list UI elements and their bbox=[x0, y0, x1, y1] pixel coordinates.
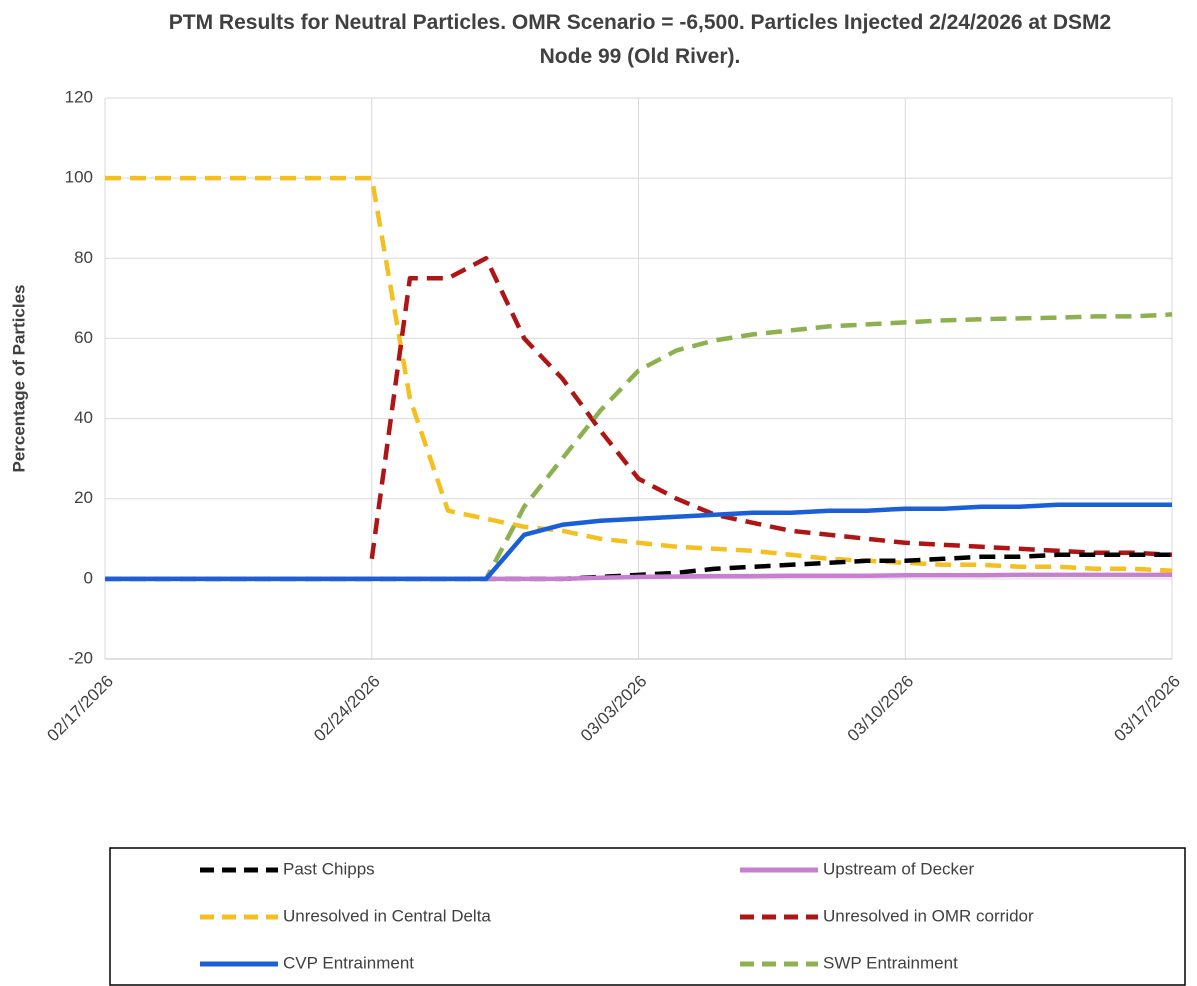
series-line bbox=[105, 175, 1173, 574]
x-tick-label: 02/17/2026 bbox=[43, 672, 117, 746]
x-tick-label: 02/24/2026 bbox=[310, 672, 384, 746]
series-line bbox=[105, 502, 1172, 582]
y-tick-label: 20 bbox=[74, 488, 93, 507]
y-tick-label: 120 bbox=[65, 87, 93, 106]
y-tick-label: 80 bbox=[74, 248, 93, 267]
legend-box bbox=[109, 847, 1186, 986]
legend-label: Past Chipps bbox=[283, 859, 375, 878]
y-tick-label: 60 bbox=[74, 328, 93, 347]
legend-label: SWP Entrainment bbox=[823, 953, 958, 972]
legend-label: Unresolved in Central Delta bbox=[283, 906, 491, 925]
legend-label: Unresolved in OMR corridor bbox=[823, 906, 1034, 925]
chart-title: PTM Results for Neutral Particles. OMR S… bbox=[168, 11, 1112, 68]
legend-label: CVP Entrainment bbox=[283, 953, 414, 972]
y-tick-label: 100 bbox=[65, 168, 93, 187]
y-tick-label: 0 bbox=[84, 568, 93, 587]
legend-label: Upstream of Decker bbox=[823, 859, 974, 878]
x-tick-label: 03/10/2026 bbox=[844, 672, 918, 746]
series-line bbox=[369, 256, 1173, 560]
x-tick-label: 03/03/2026 bbox=[577, 672, 651, 746]
x-tick-label: 03/17/2026 bbox=[1110, 672, 1184, 746]
y-tick-label: 40 bbox=[74, 408, 93, 427]
y-axis-label: Percentage of Particles bbox=[9, 284, 28, 472]
y-tick-label: -20 bbox=[68, 648, 93, 667]
